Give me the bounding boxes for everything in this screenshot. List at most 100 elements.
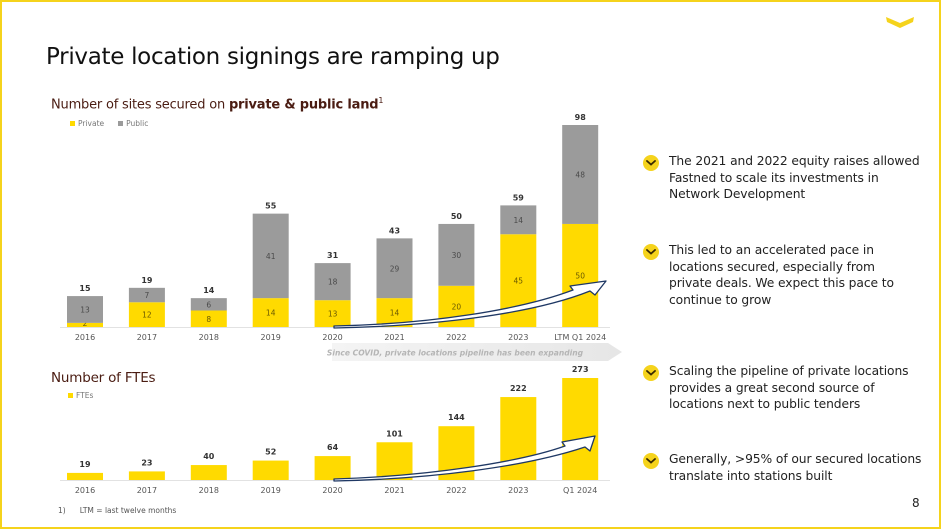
bullet-text: Generally, >95% of our secured locations… [669,451,921,484]
bar-private [128,302,165,327]
data-label-private: 8 [206,315,211,324]
data-label-private: 20 [452,302,462,311]
bullet-item: Scaling the pipeline of private location… [643,363,923,413]
data-label-ftes: 273 [572,365,589,374]
page-number: 8 [912,496,920,510]
annotation-text: Since COVID, private locations pipeline … [327,349,584,358]
bullet-text: The 2021 and 2022 equity raises allowed F… [669,153,920,203]
data-label-public: 30 [452,251,462,260]
chevron-down-icon [643,365,659,381]
slide-title: Private location signings are ramping up [46,44,500,70]
bar-public [314,263,351,301]
legend-item-public: Public [118,119,148,128]
x-tick-label: 2021 [384,486,404,495]
data-label-ftes: 19 [79,460,91,469]
bar-public [252,213,289,299]
x-tick-label: LTM Q1 2024 [554,333,606,342]
x-tick-label: 2017 [137,333,157,342]
data-label-public: 29 [390,264,400,273]
data-label-public: 7 [145,291,150,300]
bullet-text-line: This led to an accelerated pace in [669,243,874,257]
bar-public [438,223,475,286]
total-label: 31 [327,251,339,260]
bar-ftes [500,397,537,480]
total-label: 19 [141,276,153,285]
data-label-ftes: 40 [203,452,215,461]
legend-label-public: Public [126,119,149,128]
sites-chart-title: Number of sites secured on private & pub… [51,96,383,112]
bullet-text-line: translate into stations built [669,468,833,483]
data-label-private: 13 [328,310,338,319]
data-label-ftes: 144 [448,413,465,422]
bullet-text-line: The 2021 and 2022 equity raises allowed [669,154,920,168]
data-label-ftes: 52 [265,448,276,457]
legend-swatch-public [118,120,124,126]
bar-public [500,205,537,235]
footnote: 1) LTM = last twelve months [58,506,176,515]
bar-private [67,322,103,327]
trend-arrow [333,280,607,329]
total-label: 14 [203,286,215,295]
annotation-banner [332,343,622,361]
bullet-item: The 2021 and 2022 equity raises allowed F… [643,153,923,203]
total-label: 15 [79,284,91,293]
trend-arrow-shape [333,435,596,482]
data-label-private: 12 [142,311,152,320]
total-label: 98 [575,113,587,122]
total-label: 43 [389,226,400,235]
data-label-private: 14 [390,309,400,318]
legend-label-ftes: FTEs [76,391,94,400]
legend-item-private: Private [70,119,104,128]
x-tick-label: 2019 [261,486,281,495]
data-label-ftes: 222 [510,384,527,393]
data-label-private: 2 [83,319,88,328]
data-label-ftes: 101 [386,429,403,438]
data-label-public: 18 [328,278,338,287]
data-label-private: 45 [514,277,524,286]
data-label-public: 41 [266,252,276,261]
bar-ftes [190,465,227,480]
bullet-text-line: provides a great second source of [669,380,875,395]
x-tick-label: 2023 [508,333,528,342]
bar-public [562,125,599,224]
data-label-public: 14 [514,216,524,225]
bullet-text-line: Scaling the pipeline of private location… [669,364,909,378]
bar-private [190,310,227,327]
x-tick-label: 2021 [384,333,404,342]
x-tick-label: 2020 [322,333,342,342]
bar-ftes [128,471,165,480]
trend-arrow [333,435,596,482]
data-label-public: 6 [206,300,211,309]
legend-swatch-private [70,120,75,126]
sites-chart-legend: Private Public [70,119,148,128]
bullet-text: This led to an accelerated pace in locati… [669,242,894,308]
bar-public [190,298,227,311]
bullet-text-line: Generally, >95% of our secured locations [669,452,922,466]
fte-chart-title: Number of FTEs [51,370,156,386]
total-label: 59 [513,193,525,202]
total-label: 50 [451,212,463,221]
bullet-text-line: private deals. We expect this pace to [669,276,894,290]
bar-ftes [314,456,351,480]
data-label-ftes: 23 [141,458,152,467]
fte-chart: 19 2016 23 2017 40 2018 52 2019 64 2020 101 2021 144… [60,365,610,495]
legend-label-private: Private [78,119,105,128]
legend-swatch-ftes [68,392,73,398]
sites-chart-title-prefix: Number of sites secured on [51,97,229,113]
bar-private [314,300,351,327]
data-label-ftes: 64 [327,443,339,452]
legend-item-ftes: FTEs [68,391,93,400]
chevron-down-icon [643,155,659,171]
sites-chart-title-bold: private & public land [228,97,379,113]
footnote-marker: 1 [378,96,384,105]
x-tick-label: Q1 2024 [563,486,597,495]
bar-private [562,223,599,327]
x-tick-label: 2022 [446,486,466,495]
data-label-public: 13 [80,305,90,314]
trend-arrow-shape [333,280,607,329]
x-tick-label: 2016 [75,333,95,342]
bullet-text: Scaling the pipeline of private location… [669,363,909,413]
total-label: 55 [265,202,277,211]
